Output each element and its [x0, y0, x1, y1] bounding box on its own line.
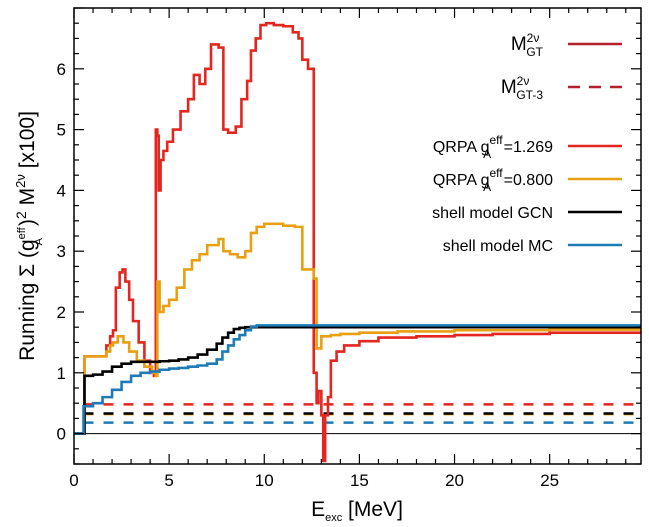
x-axis-label-main: E — [311, 498, 325, 521]
x-axis-label: Eexc [MeV] — [311, 498, 403, 524]
x-axis-label-sub: exc — [325, 512, 343, 524]
y-tick-label: 1 — [57, 364, 66, 383]
series-line-qrpa-0800 — [74, 222, 641, 435]
legend-label-style-0: M2ν GT — [511, 31, 544, 59]
y-axis-label-sup1: eff — [16, 226, 28, 239]
y-axis-label-sup3: 2ν — [13, 174, 28, 188]
legend-label-qrpa-1269: QRPA geff A =1.269 — [433, 133, 553, 161]
y-tick-label: 0 — [57, 425, 66, 444]
y-tick-label: 6 — [57, 60, 66, 79]
series-line-shell-mc — [74, 324, 641, 435]
y-axis-label-sup2: 2 — [13, 211, 29, 219]
legend-label-shell-mc: shell model MC — [443, 238, 553, 255]
x-tick-label: 25 — [540, 471, 559, 490]
y-axis-label-sub1: A — [33, 237, 45, 245]
x-tick-label: 0 — [69, 471, 78, 490]
y-axis-label-pre: Running Σ (g — [16, 239, 39, 361]
x-axis-label-unit: [MeV] — [342, 498, 403, 521]
y-tick-label: 5 — [57, 121, 66, 140]
plot-background — [74, 8, 641, 464]
y-tick-label: 2 — [57, 303, 66, 322]
y-axis-label-mid: ) — [16, 219, 39, 226]
legend-label-shell-gcn: shell model GCN — [432, 205, 553, 222]
x-tick-label: 10 — [255, 471, 274, 490]
x-tick-label: 20 — [445, 471, 464, 490]
y-tick-label: 4 — [57, 181, 66, 200]
x-tick-label: 5 — [164, 471, 173, 490]
x-tick-label: 15 — [350, 471, 369, 490]
y-axis-label-m: M — [16, 188, 39, 211]
series-line-shell-gcn — [74, 325, 641, 435]
y-axis-label-post: [x100] — [16, 111, 39, 174]
y-axis-label: Running Σ (geff A)2 M2ν [x100] — [13, 111, 45, 361]
legend-label-qrpa-0800: QRPA geff A =0.800 — [433, 166, 553, 194]
legend-label-style-1: M2ν GT-3 — [501, 74, 544, 102]
series-line-qrpa-1269 — [74, 21, 641, 463]
y-tick-label: 3 — [57, 242, 66, 261]
